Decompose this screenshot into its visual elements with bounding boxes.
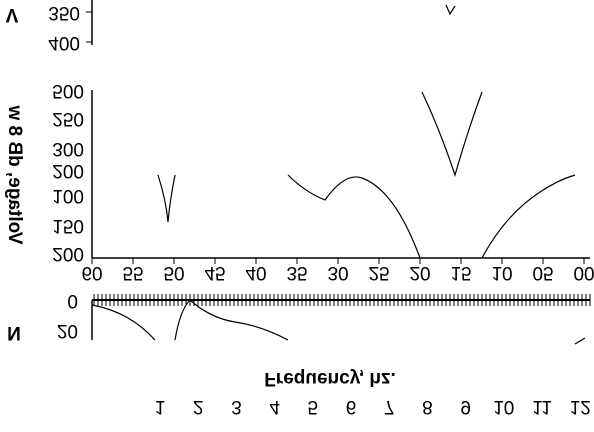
row-number: 2 — [193, 396, 204, 417]
y-axis-title: Voltage, dB 8 w — [4, 105, 25, 244]
row-number: 11 — [532, 396, 552, 417]
curve — [574, 337, 586, 345]
axis-label: N — [7, 322, 21, 343]
row-number: 3 — [231, 396, 242, 417]
x-tick-label: 30 — [327, 262, 348, 283]
x-tick-label: 35 — [286, 262, 307, 283]
x-tick-label: 00 — [573, 262, 594, 283]
tick-label: 20 — [57, 320, 78, 341]
curve — [481, 174, 576, 259]
tick-label: 400 — [48, 32, 80, 53]
x-tick-label: 50 — [163, 262, 184, 283]
tick-label: 300 — [52, 138, 84, 159]
tick-label: 200 — [52, 160, 84, 181]
row-number: 10 — [493, 396, 514, 417]
curve — [157, 174, 176, 223]
row-number: 8 — [422, 396, 433, 417]
axis-label: V — [6, 4, 19, 25]
x-tick-label: 40 — [245, 262, 266, 283]
x-tick-label: 15 — [450, 262, 471, 283]
dense-ticks — [93, 294, 591, 306]
x-tick-label: 05 — [532, 262, 553, 283]
x-tick-label: 25 — [368, 262, 389, 283]
row-number: 7 — [384, 396, 395, 417]
tick-label: 0 — [67, 290, 78, 311]
curve — [445, 4, 456, 16]
x-tick-label: 60 — [81, 262, 102, 283]
x-axis-title: Frequency, hz. — [264, 368, 396, 389]
row-number: 1 — [155, 396, 166, 417]
curve — [174, 299, 289, 341]
tick-label: 200 — [52, 243, 84, 264]
row-number: 5 — [308, 396, 319, 417]
row-number: 9 — [460, 396, 471, 417]
x-tick-label: 20 — [409, 262, 430, 283]
curve — [287, 174, 421, 259]
x-tick-label: 45 — [204, 262, 225, 283]
tick-label: 100 — [52, 185, 84, 206]
curves — [91, 4, 586, 345]
row-number: 12 — [570, 396, 591, 417]
curve — [91, 304, 156, 341]
row-number: 4 — [269, 396, 280, 417]
axes — [86, 0, 590, 340]
tick-label: 150 — [52, 215, 84, 236]
curve — [421, 91, 483, 178]
tick-label: 350 — [48, 2, 80, 23]
tick-label: 500 — [52, 80, 84, 101]
x-tick-label: 10 — [491, 262, 512, 283]
row-number: 6 — [346, 396, 357, 417]
x-tick-label: 55 — [122, 262, 143, 283]
tick-label: 250 — [52, 108, 84, 129]
